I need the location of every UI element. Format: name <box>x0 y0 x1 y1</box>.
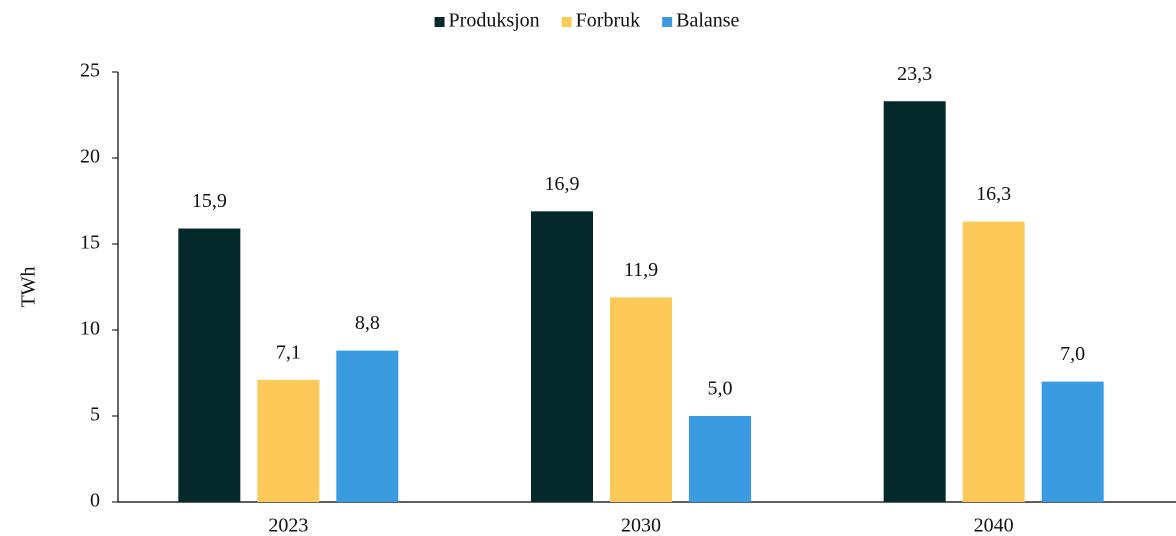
value-label: 16,3 <box>976 183 1011 205</box>
bar <box>336 350 399 502</box>
bar <box>610 297 672 502</box>
value-label: 5,0 <box>708 378 733 400</box>
value-label: 7,1 <box>276 341 301 363</box>
bar <box>257 379 320 502</box>
value-label: 16,9 <box>545 173 580 195</box>
legend-swatch <box>434 17 445 27</box>
bar <box>883 101 946 503</box>
y-tick-label: 10 <box>80 318 100 340</box>
y-tick-label: 5 <box>90 404 100 426</box>
bar <box>178 228 241 502</box>
y-tick-label: 20 <box>80 146 100 168</box>
legend-label: Balanse <box>676 10 739 32</box>
value-label: 23,3 <box>897 63 932 85</box>
value-label: 7,0 <box>1060 343 1085 365</box>
legend-swatch <box>662 17 673 27</box>
value-label: 8,8 <box>355 312 380 334</box>
y-tick-label: 15 <box>80 232 100 254</box>
bar <box>962 221 1025 502</box>
value-label: 11,9 <box>624 259 658 281</box>
legend-swatch <box>561 17 572 27</box>
y-tick-label: 25 <box>80 60 100 82</box>
y-tick-label: 0 <box>90 490 100 512</box>
y-axis-label: TWh <box>18 266 40 307</box>
x-tick-label: 2030 <box>621 515 661 536</box>
bar <box>531 211 593 502</box>
legend-label: Forbruk <box>576 10 640 32</box>
legend-label: Produksjon <box>449 10 540 32</box>
value-label: 15,9 <box>192 190 227 212</box>
x-tick-label: 2040 <box>974 515 1014 536</box>
bar <box>1041 381 1104 502</box>
bar <box>689 416 751 502</box>
x-tick-label: 2023 <box>268 515 308 536</box>
